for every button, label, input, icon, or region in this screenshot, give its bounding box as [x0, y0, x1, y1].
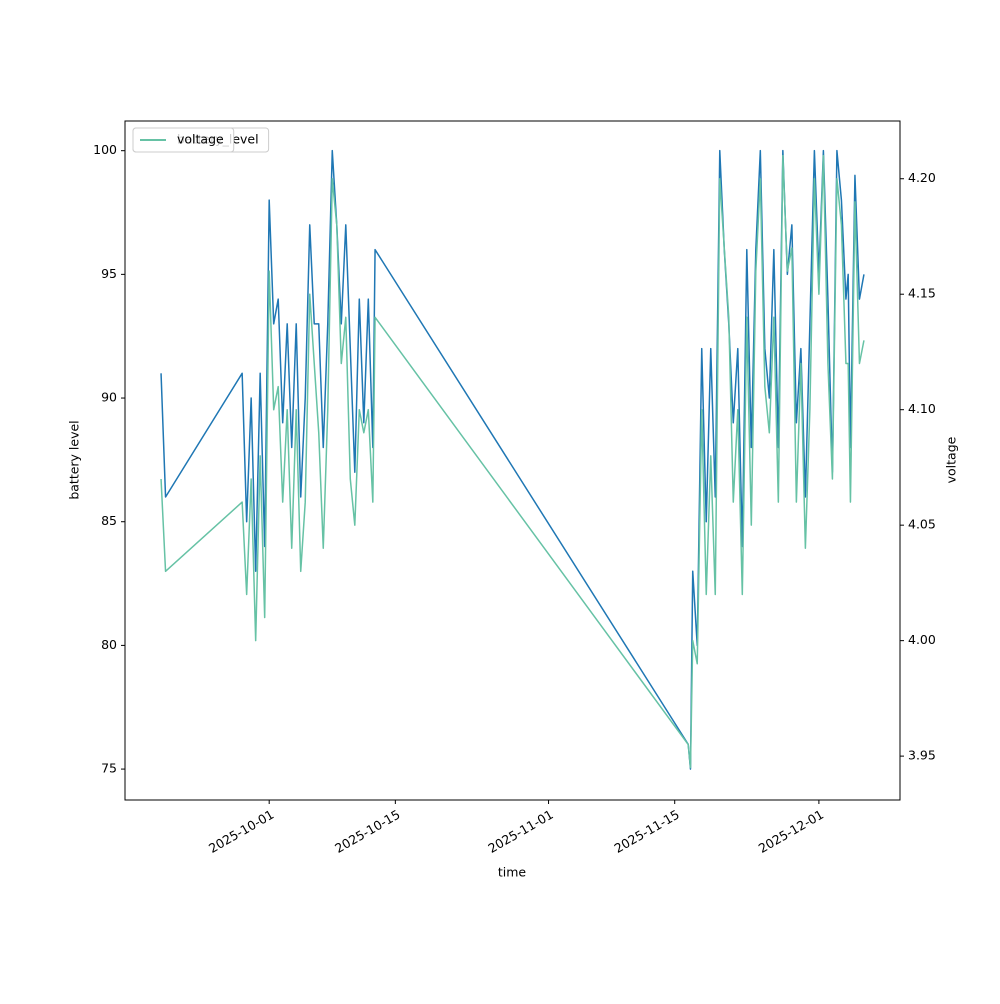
y-tick-label: 75 [101, 761, 117, 776]
x-axis-label: time [498, 865, 527, 880]
legend-box [132, 127, 235, 153]
data-line [160, 154, 865, 769]
y2-tick-label: 4.10 [908, 401, 936, 416]
legend: voltage [132, 127, 235, 153]
y-tick-label: 100 [93, 142, 117, 157]
y2-tick-label: 4.00 [908, 632, 936, 647]
legend-label: voltage [177, 132, 224, 147]
plot-frame [124, 120, 901, 801]
y2-axis-label: voltage [944, 436, 959, 483]
y2-tick-label: 4.15 [908, 286, 936, 301]
y-tick-label: 80 [101, 637, 117, 652]
y2-tick-label: 4.20 [908, 170, 936, 185]
y-tick-label: 85 [101, 513, 117, 528]
y-axis-label: battery level [67, 420, 82, 499]
y-tick-label: 95 [101, 266, 117, 281]
data-line [160, 149, 865, 770]
y2-tick-label: 4.05 [908, 517, 936, 532]
y-tick-label: 90 [101, 390, 117, 405]
y2-tick-label: 3.95 [908, 748, 936, 763]
